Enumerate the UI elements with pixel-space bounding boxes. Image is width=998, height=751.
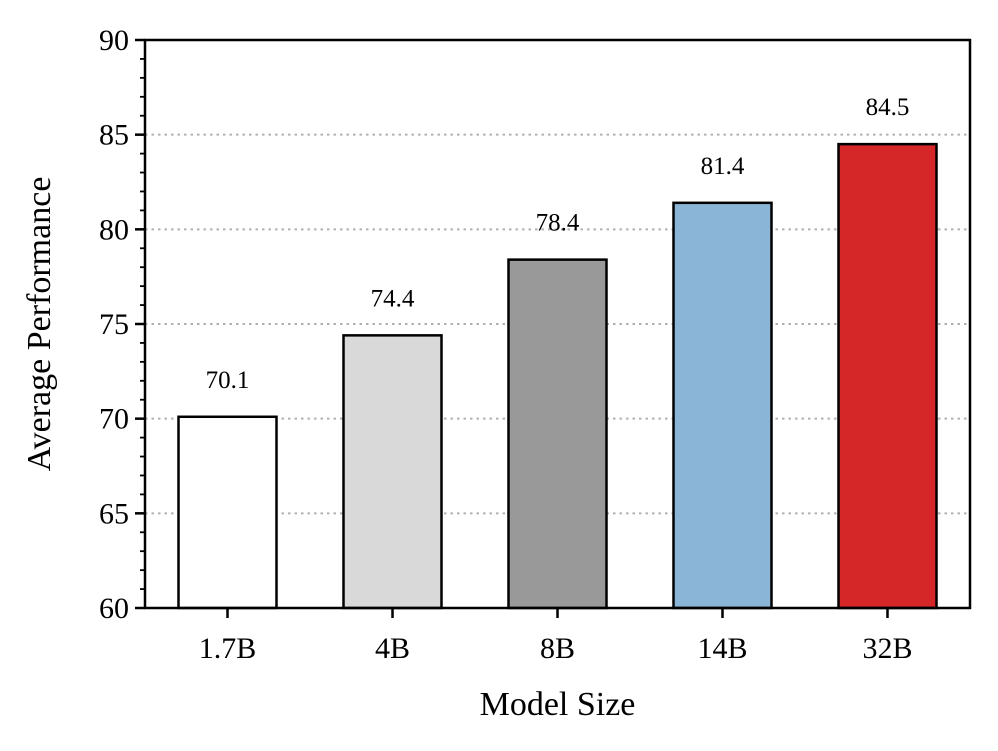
- x-axis-ticks: 1.7B 4B 8B 14B 32B: [199, 608, 913, 665]
- bar-8B: [507, 258, 608, 610]
- bar-14B: [672, 201, 773, 610]
- bar-value-label: 84.5: [866, 94, 910, 121]
- grid-lines: [145, 133, 970, 515]
- y-tick-label: 90: [99, 24, 129, 57]
- x-tick-label: 14B: [697, 632, 747, 665]
- bar-value-label: 78.4: [536, 210, 580, 237]
- x-tick-label: 32B: [862, 632, 912, 665]
- x-axis-label: Model Size: [480, 686, 636, 723]
- bar-1.7B: [177, 415, 278, 610]
- bar-value-label: 70.1: [206, 367, 250, 394]
- y-tick-label: 80: [99, 213, 129, 246]
- bar-value-labels: 70.1 74.4 78.4 81.4 84.5: [206, 94, 910, 394]
- y-axis-label: Average Performance: [21, 177, 58, 472]
- y-tick-label: 60: [99, 592, 129, 625]
- x-tick-label: 1.7B: [199, 632, 257, 665]
- bar-value-label: 74.4: [371, 285, 415, 312]
- y-tick-label: 65: [99, 497, 129, 530]
- bars: [177, 142, 938, 610]
- y-tick-label: 70: [99, 403, 129, 436]
- y-tick-label: 75: [99, 308, 129, 341]
- y-tick-label: 85: [99, 119, 129, 152]
- bar-32B: [837, 142, 938, 610]
- bar-value-label: 81.4: [701, 153, 745, 180]
- bar-4B: [342, 334, 443, 610]
- y-axis-ticks: 60 65 70 75 80 85 90: [99, 24, 145, 625]
- x-tick-label: 4B: [375, 632, 410, 665]
- x-tick-label: 8B: [540, 632, 575, 665]
